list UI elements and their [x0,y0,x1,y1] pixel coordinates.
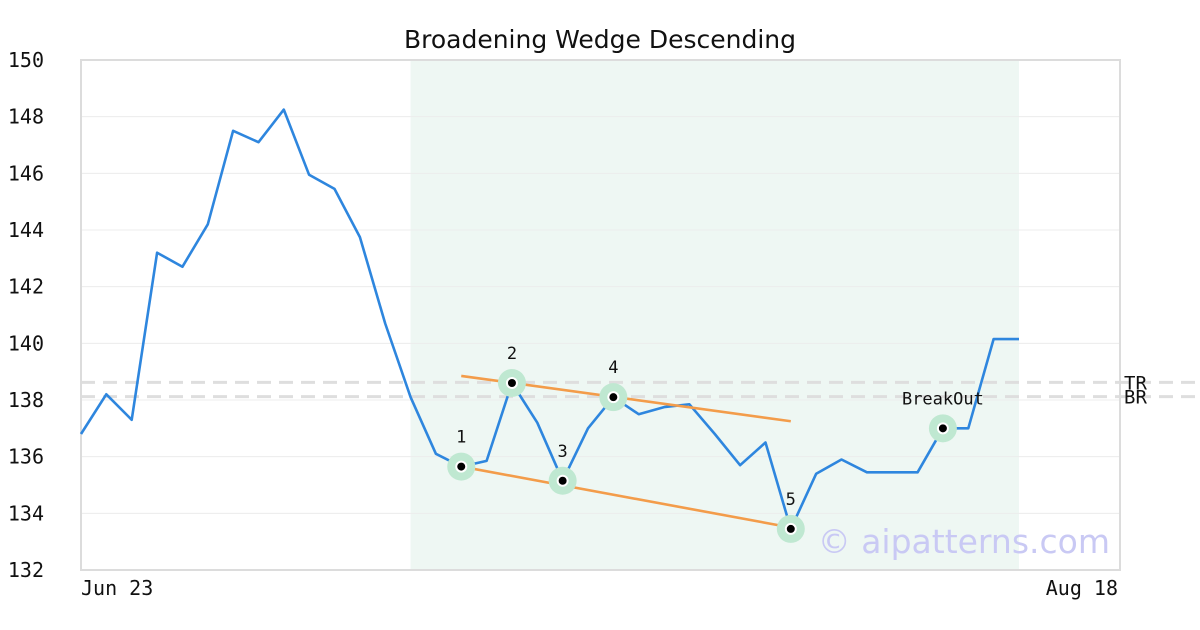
pattern-point-1-dot [455,460,468,473]
pattern-point-3-dot [556,474,569,487]
y-tick-label: 138 [8,388,44,412]
pattern-point-2-dot [505,377,518,389]
breakout-point-label: BreakOut [902,389,984,409]
y-tick-label: 144 [8,218,44,242]
reference-label-br: BR [1124,387,1147,409]
chart-title: Broadening Wedge Descending [404,25,796,54]
y-tick-label: 136 [8,445,44,469]
reference-label-tr: TR [1124,372,1147,394]
price-series [79,108,1019,531]
highlight-band [410,60,1019,570]
pattern-point-1-label: 1 [456,428,466,448]
plot-frame [80,59,1121,571]
x-tick-label: Aug 18 [1046,576,1118,600]
y-tick-label: 140 [8,331,44,355]
pattern-point-2-label: 2 [507,344,517,364]
y-tick-label: 132 [8,558,44,582]
pattern-point-4-dot [607,391,620,404]
trend-line-lower [461,465,792,529]
pattern-point-3-label: 3 [558,442,568,462]
y-tick-label: 134 [8,501,44,525]
x-tick-label: Jun 23 [81,576,153,600]
pattern-point-4-label: 4 [608,358,618,378]
pattern-point-5-dot [784,522,797,535]
x-axis-ticks: Jun 23 Aug 18 [81,576,1118,600]
pattern-points: 1 2 3 4 5 BreakOut [447,344,984,543]
pattern-highlight-region [410,60,1019,570]
y-axis-ticks: 132 134 136 138 140 142 144 146 148 150 [8,48,44,582]
y-tick-label: 142 [8,275,44,299]
y-tick-label: 150 [8,48,44,72]
y-tick-label: 146 [8,161,44,185]
watermark: © aipatterns.com [818,522,1110,561]
y-tick-label: 148 [8,105,44,129]
price-line [79,108,1019,531]
pattern-point-5-label: 5 [786,490,796,510]
breakout-point-dot [936,422,949,435]
